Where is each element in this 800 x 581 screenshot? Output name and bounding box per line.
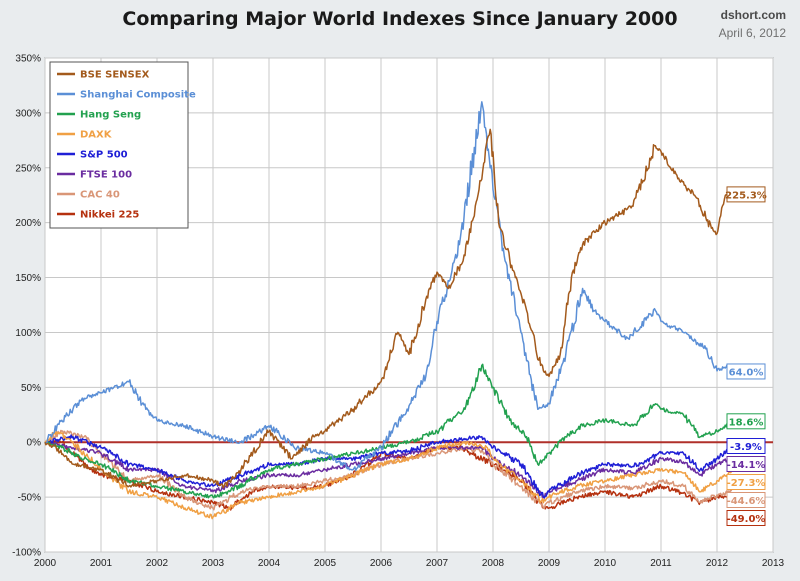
x-tick-label: 2008 — [482, 558, 505, 569]
x-tick-label: 2007 — [426, 558, 449, 569]
x-tick-label: 2012 — [706, 558, 729, 569]
end-value-label: 64.0% — [729, 367, 764, 378]
x-tick-label: 2009 — [538, 558, 561, 569]
series-line — [44, 429, 733, 511]
y-tick-label: 0% — [27, 438, 42, 449]
x-tick-label: 2004 — [258, 558, 281, 569]
y-tick-label: 150% — [15, 273, 41, 284]
end-value-box — [726, 186, 766, 203]
y-tick-label: 300% — [15, 108, 41, 119]
y-tick-label: 200% — [15, 218, 41, 229]
end-value-label: -44.6% — [727, 496, 766, 507]
end-value-box — [726, 510, 766, 527]
series-line — [44, 128, 732, 489]
end-value-label: -3.9% — [730, 442, 762, 453]
end-value-box — [726, 363, 766, 380]
end-value-box — [726, 438, 766, 455]
end-value-label: -49.0% — [727, 514, 766, 525]
x-tick-label: 2010 — [594, 558, 617, 569]
y-tick-label: 250% — [15, 163, 41, 174]
x-tick-label: 2011 — [650, 558, 672, 569]
y-tick-label: 350% — [15, 54, 41, 65]
end-value-label: 225.3% — [725, 190, 767, 201]
date-label: April 6, 2012 — [718, 26, 786, 40]
end-value-label: -14.1% — [727, 460, 766, 471]
end-value-box — [726, 413, 766, 430]
legend-entry: CAC 40 — [80, 190, 120, 201]
legend-entry: BSE SENSEX — [80, 70, 150, 81]
x-tick-label: 2002 — [146, 558, 169, 569]
y-tick-label: -50% — [18, 493, 41, 504]
source-label: dshort.com — [720, 8, 786, 22]
end-value-box — [726, 474, 766, 491]
x-tick-label: 2003 — [202, 558, 225, 569]
end-value-label: 18.6% — [729, 417, 764, 428]
y-tick-label: 100% — [15, 328, 41, 339]
legend-entry: Nikkei 225 — [80, 210, 139, 221]
x-tick-label: 2013 — [762, 558, 785, 569]
legend-entry: DAXK — [80, 130, 113, 141]
legend-entry: FTSE 100 — [80, 170, 132, 181]
legend-entry: S&P 500 — [80, 150, 128, 161]
series-line — [44, 363, 733, 499]
series-line — [44, 101, 732, 472]
x-tick-label: 2006 — [370, 558, 393, 569]
end-value-box — [726, 456, 766, 473]
legend-entry: Hang Seng — [80, 110, 141, 121]
x-tick-label: 2005 — [314, 558, 337, 569]
end-value-label: -27.3% — [727, 478, 766, 489]
legend-box — [49, 61, 189, 229]
chart-title: Comparing Major World Indexes Since Janu… — [122, 8, 678, 30]
x-tick-label: 2000 — [34, 558, 57, 569]
series-line — [44, 434, 732, 499]
series-line — [44, 430, 732, 520]
end-value-box — [726, 492, 766, 509]
y-tick-label: -100% — [12, 548, 41, 559]
y-tick-label: 50% — [21, 383, 41, 394]
x-tick-label: 2001 — [90, 558, 113, 569]
legend-entry: Shanghai Composite — [80, 90, 196, 101]
